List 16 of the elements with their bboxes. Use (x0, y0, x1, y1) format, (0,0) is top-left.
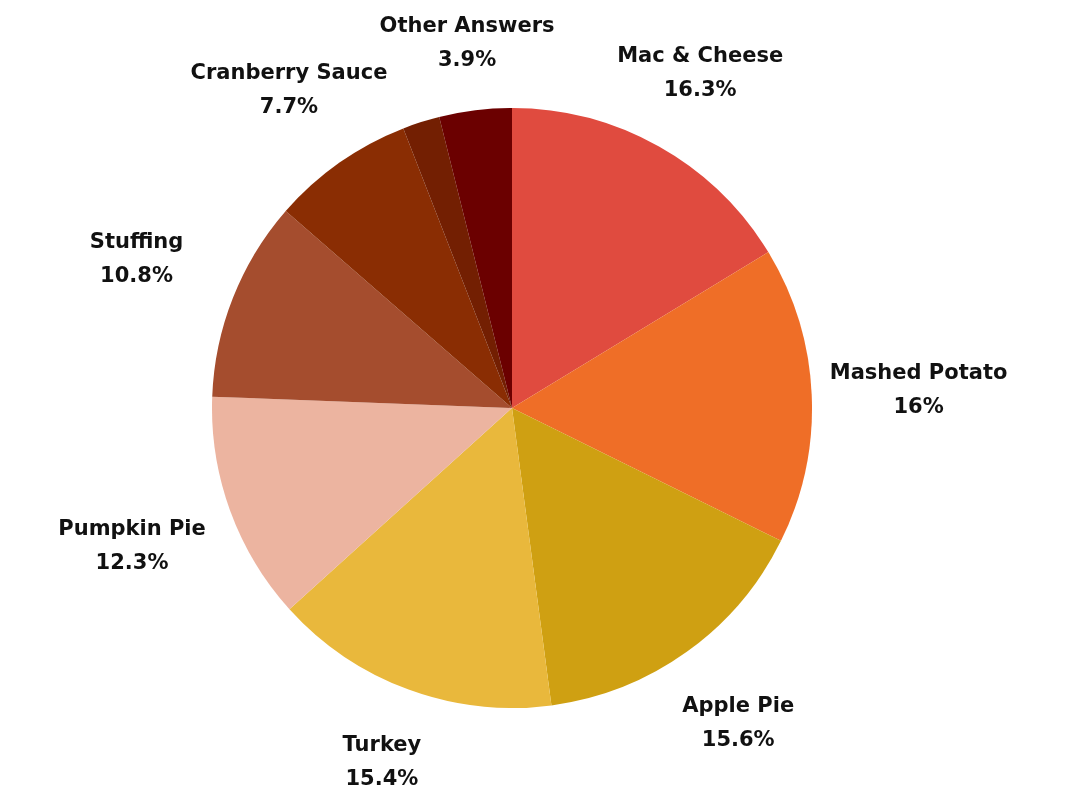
slice-label: Other Answers (379, 12, 555, 37)
slice-label: Mashed Potato (829, 359, 1008, 384)
data-label: 3.9% (437, 46, 497, 71)
slice-label: Stuffing (89, 228, 184, 253)
slice-label: Mac & Cheese (617, 42, 784, 67)
data-label: 12.3% (95, 549, 169, 574)
data-label: 16% (893, 393, 944, 418)
data-label: 10.8% (100, 262, 173, 287)
data-label: 7.7% (259, 94, 319, 119)
data-label: 15.4% (345, 765, 419, 790)
slice-label: Pumpkin Pie (58, 515, 206, 540)
data-label: 15.6% (701, 726, 775, 751)
data-label: 16.3% (663, 76, 737, 101)
slice-label: Cranberry Sauce (190, 60, 388, 85)
slice-label: Apple Pie (682, 692, 795, 717)
slice-label: Turkey (342, 731, 422, 756)
